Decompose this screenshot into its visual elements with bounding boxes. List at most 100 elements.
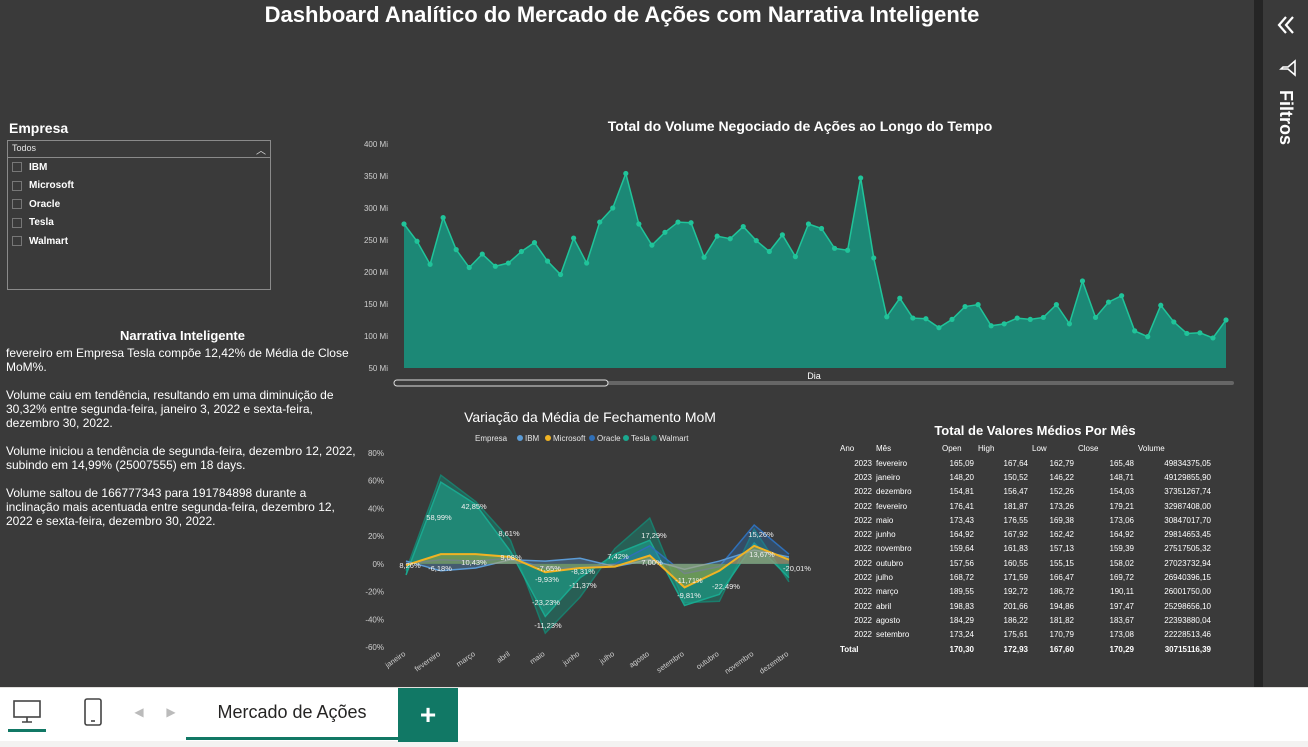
volume-chart-title: Total do Volume Negociado de Ações ao Lo…	[607, 118, 993, 134]
mom-chart-title: Variação da Média de Fechamento MoM	[464, 409, 716, 425]
legend-marker	[545, 435, 551, 441]
volume-point	[1001, 321, 1007, 327]
table-cell: 171,59	[1003, 573, 1028, 583]
volume-point	[1197, 330, 1203, 336]
mobile-view-button[interactable]	[80, 692, 106, 732]
checkbox[interactable]	[12, 180, 22, 191]
volume-point	[897, 295, 903, 301]
volume-point	[597, 219, 603, 225]
table-row: 2022 julho 168,72 171,59 166,47 169,72 2694039…	[838, 570, 1213, 584]
table-cell: 175,61	[1003, 630, 1028, 640]
slicer-item-tesla[interactable]: Tesla	[8, 214, 270, 233]
scrollbar-thumb[interactable]	[393, 379, 609, 387]
table-row: 2022 fevereiro 176,41 181,87 173,26 179,21 329…	[838, 499, 1213, 513]
volume-point	[1210, 335, 1216, 341]
column-header[interactable]: High	[978, 444, 995, 453]
legend-marker	[589, 435, 595, 441]
x-tick-label: outubro	[695, 649, 721, 671]
table-cell: 181,87	[1003, 501, 1028, 511]
next-page-icon[interactable]: ▶	[166, 705, 176, 719]
series-line-ibm	[405, 549, 790, 572]
column-header[interactable]: Volume	[1138, 444, 1165, 453]
table-row: 2022 agosto 184,29 186,22 181,82 183,67 223938…	[838, 613, 1213, 627]
legend-item-ibm: IBM	[525, 434, 540, 443]
slicer-title: Empresa	[9, 120, 69, 136]
checkbox[interactable]	[12, 162, 22, 173]
column-header[interactable]: Low	[1032, 444, 1047, 453]
chevron-up-icon[interactable]: ︿	[256, 146, 266, 157]
slicer-item-oracle[interactable]: Oracle	[8, 195, 270, 214]
y-tick-label: 300 Mi	[364, 204, 388, 213]
table-cell: 2022	[854, 615, 872, 625]
add-page-button[interactable]: +	[398, 688, 458, 742]
volume-point	[479, 251, 485, 257]
table-cell: 154,03	[1109, 487, 1134, 497]
volume-point	[1223, 317, 1229, 323]
volume-point	[518, 248, 525, 255]
page-title: Dashboard Analítico do Mercado de Ações …	[264, 2, 980, 27]
table-cell: 157,13	[1049, 544, 1074, 554]
checkbox[interactable]	[12, 199, 22, 210]
data-label: 7,42%	[607, 552, 629, 561]
table-cell: 2022	[854, 515, 872, 525]
table-cell: março	[876, 587, 899, 597]
filters-label[interactable]: Filtros	[1276, 90, 1296, 146]
slicer-item-walmart[interactable]: Walmart	[8, 232, 270, 251]
column-header[interactable]: Ano	[840, 444, 855, 453]
column-header[interactable]: Open	[942, 444, 962, 453]
volume-point	[871, 255, 877, 261]
table-cell: janeiro	[876, 472, 901, 482]
y-tick-label: 250 Mi	[364, 236, 388, 245]
data-label: 58,99%	[426, 513, 452, 522]
table-title: Total de Valores Médios Por Mês	[934, 423, 1136, 438]
desktop-view-button[interactable]	[8, 692, 46, 732]
volume-point	[845, 247, 851, 253]
volume-point	[1119, 293, 1125, 299]
filters-pane[interactable]	[1254, 0, 1308, 687]
collapse-chevrons-icon[interactable]	[1275, 14, 1297, 36]
table-cell: 183,67	[1109, 615, 1134, 625]
table-cell: 201,66	[1003, 601, 1028, 611]
volume-point	[753, 238, 759, 244]
table-cell: 159,39	[1109, 544, 1134, 554]
checkbox[interactable]	[12, 217, 22, 228]
prev-page-icon[interactable]: ◀	[134, 705, 144, 719]
table-cell: 157,56	[949, 558, 974, 568]
volume-point	[766, 248, 772, 255]
volume-point	[779, 232, 785, 238]
table-row: 2022 abril 198,83 201,66 194,86 197,47 2529865…	[838, 599, 1213, 613]
table-cell: 169,38	[1049, 515, 1074, 525]
table-cell: 173,08	[1109, 630, 1134, 640]
x-tick-label: junho	[560, 649, 581, 667]
checkbox[interactable]	[12, 236, 22, 247]
tab-mercado-de-acoes[interactable]: Mercado de Ações	[186, 688, 398, 740]
page-navigator: ◀ ▶ Mercado de Ações +	[0, 687, 1308, 742]
column-header[interactable]: Close	[1078, 444, 1099, 453]
table-cell: 198,83	[949, 601, 974, 611]
y-tick-label: 400 Mi	[364, 140, 388, 149]
table-cell: 159,64	[949, 544, 974, 554]
volume-point	[557, 271, 564, 278]
column-header[interactable]: Mês	[876, 444, 892, 453]
x-tick-label: setembro	[655, 649, 686, 674]
y-tick-label: 200 Mi	[364, 268, 388, 277]
volume-point	[662, 229, 668, 235]
volume-area-chart[interactable]: 400 Mi 350 Mi 300 Mi 250 Mi 200 Mi 150 Mi 100 …	[358, 135, 1243, 390]
mom-line-chart[interactable]: Empresa IBM Microsoft Oracle Tesla Walmart 80%…	[362, 428, 812, 683]
data-label: -6,18%	[428, 564, 452, 573]
table-row: 2022 junho 164,92 167,92 162,42 164,92 2981465…	[838, 527, 1213, 541]
table-cell: 184,29	[949, 615, 974, 625]
table-cell: 162,79	[1049, 458, 1074, 468]
table-cell: 30715116,39	[1164, 644, 1211, 654]
table-cell: 173,06	[1109, 515, 1134, 525]
table-cell: 2022	[854, 530, 872, 540]
table-cell: 22228513,46	[1164, 630, 1211, 640]
slicer-item-ibm[interactable]: IBM	[8, 158, 270, 177]
table-cell: 173,26	[1049, 501, 1074, 511]
slicer-dropdown[interactable]: Todos ︿	[8, 141, 270, 158]
series-line-microsoft	[405, 544, 790, 589]
volume-point	[1158, 302, 1164, 308]
slicer-item-microsoft[interactable]: Microsoft	[8, 177, 270, 196]
volume-point	[792, 254, 799, 260]
y-tick-label: 20%	[368, 532, 384, 541]
